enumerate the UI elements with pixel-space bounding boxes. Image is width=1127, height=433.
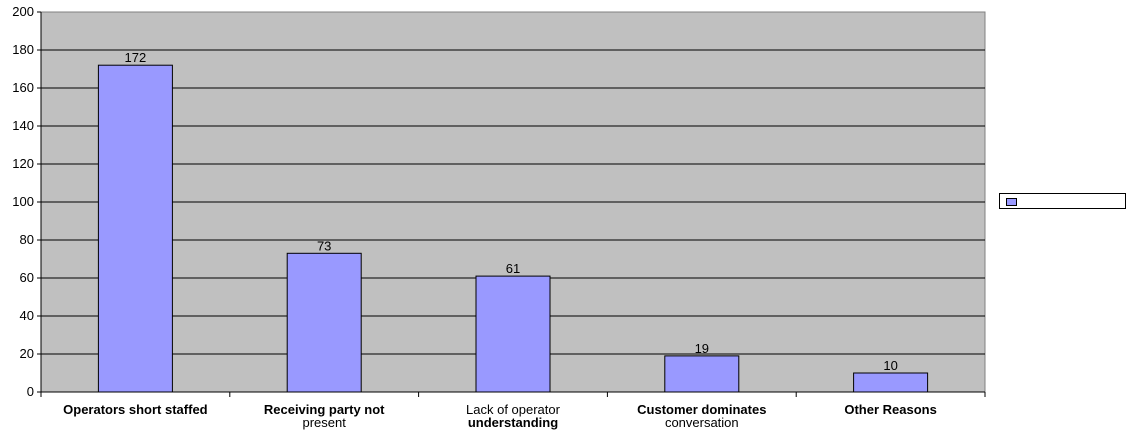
bar (97, 64, 173, 393)
gridlines (41, 49, 985, 355)
x-category-label-line2: conversation (664, 415, 739, 430)
x-category-label: Other Reasons (801, 403, 981, 416)
x-category-label-line1: Operators short staffed (63, 402, 208, 417)
bar (853, 372, 929, 393)
x-category-label-line1: Customer dominates (637, 402, 767, 417)
y-tick-label: 120 (12, 156, 34, 171)
y-tick-label: 60 (20, 270, 34, 285)
data-label: 10 (883, 358, 897, 373)
x-category-label-line2: present (302, 415, 346, 430)
x-category-label: Lack of operator understanding (423, 403, 603, 429)
x-category-label: Customer dominates conversation (612, 403, 792, 429)
data-label: 19 (695, 341, 709, 356)
legend-swatch (1006, 198, 1017, 206)
x-category-label-line1: Other Reasons (844, 402, 937, 417)
x-category-label-line1: Lack of operator (466, 402, 560, 417)
x-category-label: Receiving party not present (234, 403, 414, 429)
x-category-label-line2: understanding (467, 415, 559, 430)
y-tick-label: 180 (12, 42, 34, 57)
bar (286, 252, 362, 393)
y-tick-label: 140 (12, 118, 34, 133)
legend (999, 193, 1126, 209)
data-label: 172 (125, 50, 147, 65)
y-tick-label: 20 (20, 346, 34, 361)
x-category-label-line1: Receiving party not (263, 402, 385, 417)
data-label: 73 (317, 238, 331, 253)
data-label: 61 (506, 261, 520, 276)
y-tick-label: 200 (12, 4, 34, 19)
y-tick-label: 160 (12, 80, 34, 95)
bars (97, 64, 929, 393)
y-tick-label: 0 (27, 384, 34, 399)
y-tick-label: 40 (20, 308, 34, 323)
x-category-label: Operators short staffed (45, 403, 225, 416)
y-tick-label: 100 (12, 194, 34, 209)
bar (664, 355, 740, 393)
data-labels: 172 73 61 19 10 (125, 50, 898, 373)
bar (475, 275, 551, 393)
y-tick-label: 80 (20, 232, 34, 247)
